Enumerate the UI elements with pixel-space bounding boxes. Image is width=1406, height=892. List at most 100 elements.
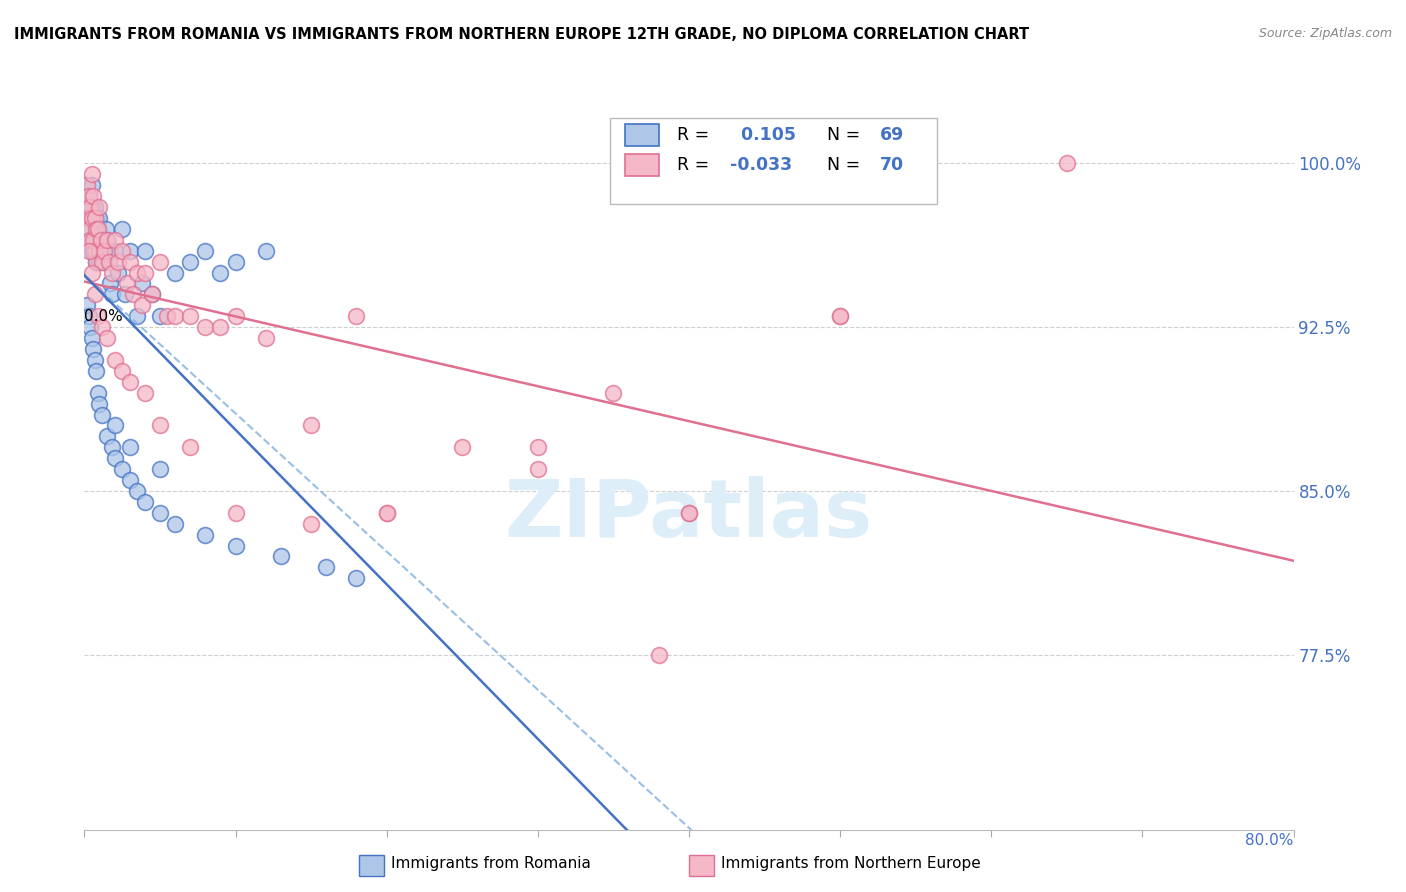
Point [89, 244, 111, 258]
Text: 80.0%: 80.0% [1246, 833, 1294, 848]
Point [527, 462, 550, 476]
Point [118, 254, 141, 268]
Point [87, 309, 110, 323]
Point [107, 254, 129, 268]
Point [209, 266, 232, 280]
Point [131, 298, 153, 312]
Text: Immigrants from Northern Europe: Immigrants from Northern Europe [721, 856, 981, 871]
Point [149, 506, 172, 520]
Point [121, 287, 143, 301]
Bar [624, 124, 659, 146]
Point [77, 189, 100, 203]
Point [134, 385, 156, 400]
Point [225, 539, 247, 553]
Point [141, 287, 163, 301]
Point [84, 200, 107, 214]
Point [91, 320, 114, 334]
Point [89, 396, 111, 410]
Point [86, 254, 108, 268]
Point [79, 233, 101, 247]
Point [104, 352, 127, 367]
Point [84, 233, 107, 247]
Point [89, 211, 111, 225]
Point [127, 483, 149, 498]
Point [346, 571, 368, 585]
Point [80, 244, 103, 258]
Point [96, 233, 118, 247]
Point [76, 200, 98, 214]
Point [80, 211, 103, 225]
Point [86, 254, 108, 268]
Point [179, 254, 201, 268]
Point [104, 418, 127, 433]
Point [80, 266, 103, 280]
Point [375, 506, 398, 520]
Point [79, 320, 101, 334]
Point [100, 440, 122, 454]
Bar [624, 153, 659, 177]
Text: Source: ZipAtlas.com: Source: ZipAtlas.com [1258, 27, 1392, 40]
Point [77, 309, 100, 323]
Point [96, 429, 118, 443]
Point [82, 342, 104, 356]
Point [91, 244, 114, 258]
Point [77, 189, 100, 203]
Point [76, 211, 98, 225]
Point [89, 200, 111, 214]
Point [179, 440, 201, 454]
Point [86, 222, 108, 236]
Point [165, 516, 187, 531]
Point [75, 200, 97, 214]
Point [90, 233, 112, 247]
Point [194, 244, 217, 258]
Point [165, 309, 187, 323]
Point [90, 233, 112, 247]
Point [179, 309, 201, 323]
Point [76, 178, 98, 193]
Point [118, 375, 141, 389]
Point [97, 244, 120, 258]
Point [149, 418, 172, 433]
Point [225, 254, 247, 268]
Point [98, 277, 121, 291]
Point [111, 364, 134, 378]
Point [96, 331, 118, 345]
Point [96, 233, 118, 247]
Point [118, 473, 141, 487]
Point [111, 222, 134, 236]
Point [375, 506, 398, 520]
Point [141, 287, 163, 301]
Point [299, 418, 322, 433]
Point [76, 178, 98, 193]
Point [194, 527, 217, 541]
Point [209, 320, 232, 334]
Text: R =: R = [676, 156, 714, 174]
Text: -0.033: -0.033 [730, 156, 792, 174]
Point [114, 287, 136, 301]
Point [82, 233, 104, 247]
Point [84, 244, 107, 258]
Point [602, 385, 624, 400]
Point [134, 244, 156, 258]
Text: N =: N = [815, 126, 866, 144]
Text: Immigrants from Romania: Immigrants from Romania [391, 856, 591, 871]
Point [107, 266, 129, 280]
Text: 70: 70 [880, 156, 904, 174]
Point [299, 516, 322, 531]
Text: IMMIGRANTS FROM ROMANIA VS IMMIGRANTS FROM NORTHERN EUROPE 12TH GRADE, NO DIPLOM: IMMIGRANTS FROM ROMANIA VS IMMIGRANTS FR… [14, 27, 1029, 42]
Point [87, 385, 110, 400]
Point [134, 266, 156, 280]
Point [93, 254, 115, 268]
Point [76, 298, 98, 312]
Point [165, 266, 187, 280]
Point [254, 244, 277, 258]
Point [84, 211, 107, 225]
Point [346, 309, 368, 323]
Point [131, 277, 153, 291]
Point [86, 211, 108, 225]
Point [111, 244, 134, 258]
Point [82, 189, 104, 203]
Point [104, 233, 127, 247]
Point [270, 549, 292, 564]
Point [91, 254, 114, 268]
